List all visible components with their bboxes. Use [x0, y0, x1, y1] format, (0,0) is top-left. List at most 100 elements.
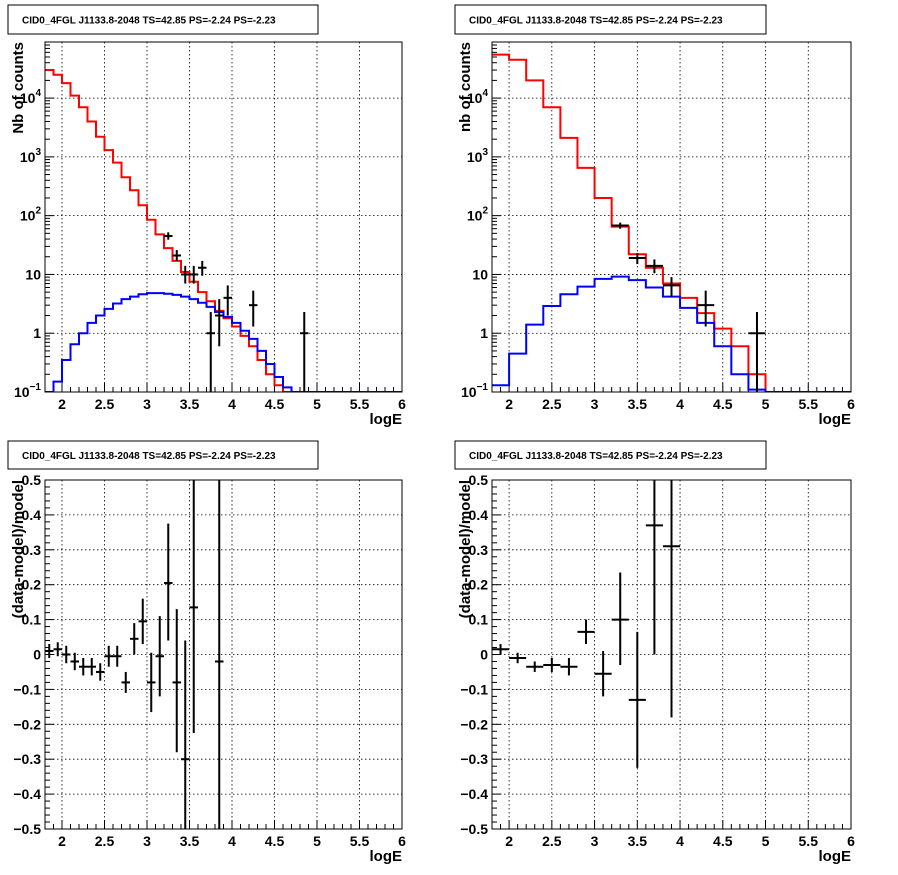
x-tick-label: 5 — [313, 833, 321, 849]
data-point — [543, 657, 561, 672]
x-tick-label: 3.5 — [180, 833, 200, 849]
series-blue-histogram — [492, 275, 851, 392]
data-point — [113, 645, 122, 667]
y-tick-label: −0.1 — [460, 681, 488, 697]
data-point — [628, 253, 646, 265]
panel-3: CID0_4FGL J1133.8-2048 TS=42.85 PS=-2.24… — [7, 440, 406, 865]
data-point — [155, 616, 164, 697]
x-tick-label: 5.5 — [350, 396, 370, 412]
data-point — [215, 480, 224, 829]
data-point — [70, 652, 79, 671]
data-point — [45, 644, 54, 658]
data-point — [611, 572, 629, 665]
x-tick-label: 3 — [591, 396, 599, 412]
x-tick-label: 6 — [398, 396, 406, 412]
panel-4: CID0_4FGL J1133.8-2048 TS=42.85 PS=-2.24… — [454, 440, 855, 865]
data-point — [181, 640, 190, 829]
data-point — [87, 657, 96, 676]
data-point — [104, 645, 113, 667]
data-point — [96, 663, 105, 681]
ticks — [491, 41, 852, 393]
data-point — [172, 250, 181, 261]
data-point — [53, 642, 62, 657]
plot-area — [492, 480, 681, 768]
data-point — [198, 260, 207, 276]
series-red-histogram — [492, 53, 851, 392]
ticks — [44, 41, 403, 393]
data-point — [164, 232, 173, 240]
data-point — [249, 290, 258, 327]
x-tick-label: 5 — [762, 396, 770, 412]
x-axis-label: logE — [370, 848, 403, 865]
y-tick-label: 0.4 — [22, 507, 42, 523]
title-box — [454, 4, 767, 35]
y-tick-label: 104 — [20, 88, 42, 106]
x-tick-label: 3.5 — [628, 833, 648, 849]
x-tick-label: 4.5 — [713, 833, 733, 849]
x-tick-label: 5.5 — [799, 396, 819, 412]
data-point — [189, 480, 198, 734]
y-tick-label: −0.4 — [13, 786, 41, 802]
data-point — [577, 619, 595, 645]
x-tick-label: 6 — [847, 396, 855, 412]
x-tick-label: 3 — [143, 396, 151, 412]
y-tick-label: 0.1 — [22, 612, 42, 628]
x-tick-label: 5 — [313, 396, 321, 412]
x-tick-label: 2 — [505, 833, 513, 849]
x-tick-label: 5.5 — [799, 833, 819, 849]
x-tick-label: 3.5 — [628, 396, 648, 412]
y-tick-label: 0.3 — [469, 542, 489, 558]
data-point — [130, 623, 139, 655]
data-point — [697, 290, 715, 327]
grid — [45, 480, 402, 829]
data-point — [189, 265, 198, 284]
x-tick-label: 4.5 — [713, 396, 733, 412]
panel-1: CID0_4FGL J1133.8-2048 TS=42.85 PS=-2.24… — [7, 4, 406, 428]
plot-area — [45, 480, 224, 829]
chart-title: CID0_4FGL J1133.8-2048 TS=42.85 PS=-2.24… — [469, 451, 723, 462]
x-tick-label: 6 — [847, 833, 855, 849]
x-tick-label: 5 — [762, 833, 770, 849]
x-tick-label: 4 — [676, 833, 684, 849]
data-point — [662, 480, 681, 718]
y-axis-label: (data-model)/model — [10, 480, 27, 618]
x-tick-label: 3 — [591, 833, 599, 849]
y-tick-label: 103 — [20, 147, 42, 165]
y-tick-label: 0 — [33, 647, 41, 663]
data-point — [748, 311, 766, 392]
y-tick-label: 10−1 — [461, 382, 488, 400]
y-tick-label: 0.2 — [22, 577, 42, 593]
data-point — [164, 523, 173, 641]
x-axis-label: logE — [819, 411, 852, 428]
x-tick-label: 4 — [228, 833, 236, 849]
y-tick-label: 10−1 — [14, 382, 41, 400]
data-point — [223, 285, 232, 316]
title-box — [7, 4, 319, 35]
chart-title: CID0_4FGL J1133.8-2048 TS=42.85 PS=-2.24… — [469, 16, 723, 27]
y-tick-label: 0.4 — [469, 507, 489, 523]
chart-title: CID0_4FGL J1133.8-2048 TS=42.85 PS=-2.24… — [22, 16, 276, 27]
data-point — [492, 644, 510, 655]
y-tick-label: −0.5 — [460, 821, 488, 837]
x-tick-label: 3 — [143, 833, 151, 849]
plot-frame — [491, 41, 852, 393]
y-tick-label: 1 — [33, 325, 41, 341]
y-tick-label: 102 — [20, 206, 42, 224]
y-tick-label: −0.3 — [13, 751, 41, 767]
data-point — [172, 609, 181, 753]
x-tick-label: 4 — [228, 396, 236, 412]
chart-title: CID0_4FGL J1133.8-2048 TS=42.85 PS=-2.24… — [22, 451, 276, 462]
data-point — [645, 480, 663, 655]
y-tick-label: 102 — [467, 206, 489, 224]
y-tick-label: 0.3 — [22, 542, 42, 558]
data-point — [509, 652, 527, 664]
data-point — [594, 651, 612, 697]
y-tick-label: 103 — [467, 147, 489, 165]
plot-frame — [44, 41, 403, 393]
y-tick-label: −0.2 — [13, 716, 41, 732]
grid — [492, 42, 851, 392]
y-tick-label: 104 — [467, 88, 489, 106]
x-tick-label: 6 — [398, 833, 406, 849]
ticks — [491, 479, 852, 830]
